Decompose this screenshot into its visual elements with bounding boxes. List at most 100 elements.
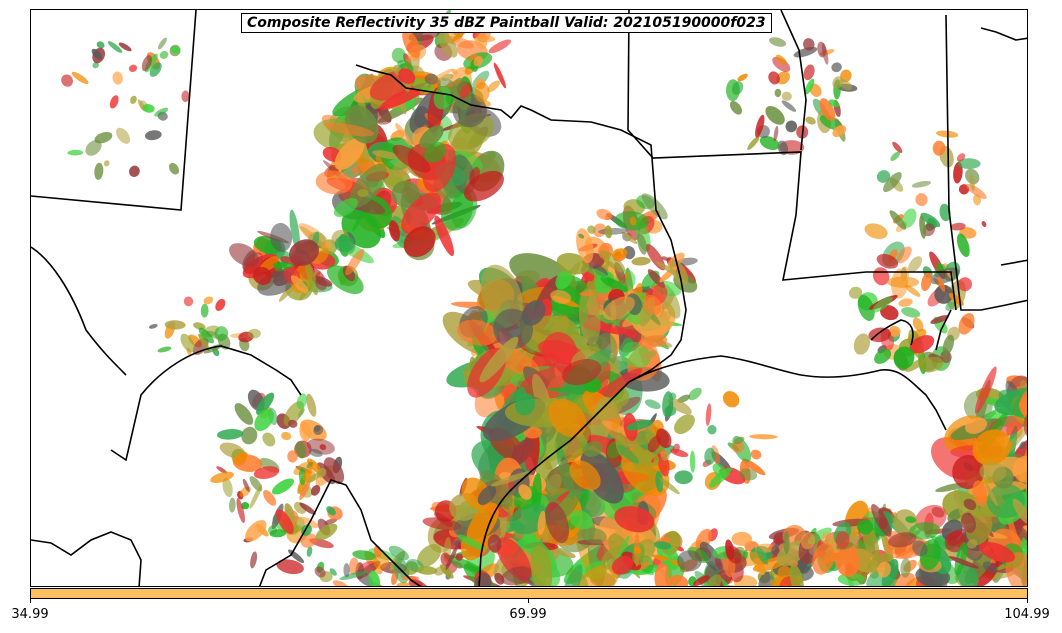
reflectivity-blob — [236, 498, 245, 524]
reflectivity-blob — [183, 296, 194, 307]
reflectivity-blob — [451, 560, 463, 569]
reflectivity-blob — [94, 132, 113, 144]
reflectivity-blob — [774, 88, 782, 98]
reflectivity-blob — [91, 48, 102, 60]
reflectivity-blob — [623, 245, 636, 260]
reflectivity-blob — [333, 198, 358, 217]
reflectivity-blob — [655, 261, 681, 277]
reflectivity-blob — [523, 426, 542, 439]
state-border — [355, 64, 687, 383]
reflectivity-blob — [469, 166, 480, 185]
reflectivity-blob — [785, 120, 798, 133]
reflectivity-blob — [966, 539, 978, 549]
reflectivity-blob — [477, 485, 497, 505]
reflectivity-blob — [157, 37, 167, 50]
reflectivity-blob — [307, 472, 321, 483]
reflectivity-blob — [262, 432, 276, 447]
reflectivity-blob — [473, 55, 483, 67]
reflectivity-blob — [118, 42, 132, 52]
reflectivity-blob — [889, 210, 907, 230]
reflectivity-blob — [443, 554, 484, 574]
reflectivity-blob — [445, 94, 454, 105]
reflectivity-blob — [548, 398, 587, 438]
reflectivity-blob — [94, 162, 104, 180]
reflectivity-blob — [874, 348, 892, 364]
reflectivity-blob — [398, 68, 416, 84]
reflectivity-blob — [781, 100, 797, 112]
reflectivity-blob — [905, 516, 917, 523]
reflectivity-blob — [594, 323, 627, 335]
reflectivity-blob — [758, 571, 775, 586]
reflectivity-blob — [284, 503, 295, 523]
reflectivity-blob — [334, 137, 365, 171]
reflectivity-blob — [479, 336, 519, 383]
reflectivity-blob — [343, 563, 350, 578]
reflectivity-blob — [819, 98, 836, 121]
reflectivity-blob — [433, 86, 452, 110]
reflectivity-blob — [401, 192, 441, 234]
map-panel — [30, 9, 1028, 587]
reflectivity-blob — [439, 564, 454, 579]
reflectivity-blob — [357, 189, 369, 198]
reflectivity-blob — [193, 322, 206, 330]
reflectivity-blob — [930, 315, 949, 324]
reflectivity-blob — [141, 55, 153, 72]
reflectivity-blob — [253, 266, 272, 285]
reflectivity-blob — [905, 357, 928, 372]
reflectivity-blob — [71, 71, 89, 85]
reflectivity-blob — [222, 477, 233, 498]
reflectivity-blob — [963, 498, 977, 511]
reflectivity-blob — [832, 76, 844, 89]
reflectivity-blob — [853, 333, 871, 355]
reflectivity-blob — [402, 29, 421, 59]
reflectivity-blob — [455, 553, 463, 561]
reflectivity-blob — [674, 470, 693, 485]
reflectivity-blob — [765, 106, 785, 125]
reflectivity-blob — [518, 484, 532, 500]
state-border — [31, 10, 197, 211]
reflectivity-blob — [800, 532, 816, 550]
reflectivity-blob — [947, 508, 963, 522]
reflectivity-blob — [298, 468, 306, 486]
reflectivity-blob — [783, 530, 790, 554]
reflectivity-blob — [198, 333, 210, 352]
reflectivity-blob — [229, 243, 260, 267]
reflectivity-blob — [249, 484, 262, 509]
reflectivity-blob — [773, 125, 779, 142]
reflectivity-blob — [725, 539, 735, 560]
reflectivity-blob — [92, 61, 99, 69]
reflectivity-blob — [821, 532, 841, 553]
reflectivity-blob — [775, 54, 787, 65]
reflectivity-blob — [339, 570, 369, 581]
reflectivity-blob — [945, 301, 955, 311]
reflectivity-blob — [250, 551, 258, 569]
reflectivity-blob — [972, 194, 982, 206]
reflectivity-blob — [637, 233, 647, 255]
reflectivity-blob — [857, 294, 875, 321]
reflectivity-blob — [603, 296, 635, 321]
map-title: Composite Reflectivity 35 dBZ Paintball … — [241, 13, 772, 33]
reflectivity-blob — [985, 483, 998, 507]
reflectivity-blob — [269, 529, 287, 538]
reflectivity-blob — [466, 502, 499, 544]
reflectivity-blob — [693, 575, 710, 586]
reflectivity-blob — [942, 334, 955, 356]
reflectivity-blob — [972, 480, 988, 507]
reflectivity-blob — [712, 463, 728, 479]
reflectivity-blob — [558, 564, 583, 586]
reflectivity-blob — [934, 284, 954, 304]
reflectivity-blob — [614, 506, 655, 533]
reflectivity-blob — [729, 101, 743, 115]
reflectivity-blob — [348, 557, 359, 575]
state-border — [110, 345, 302, 462]
reflectivity-blob — [310, 485, 321, 496]
reflectivity-blob — [395, 123, 412, 146]
reflectivity-blob — [313, 424, 321, 432]
colorbar-tick-label-max: 104.99 — [1004, 607, 1050, 622]
reflectivity-blob — [912, 540, 928, 557]
reflectivity-blob — [1012, 498, 1027, 525]
reflectivity-blob — [974, 366, 997, 414]
reflectivity-blob — [315, 276, 327, 291]
reflectivity-blob — [777, 140, 789, 156]
reflectivity-blob — [242, 478, 250, 492]
